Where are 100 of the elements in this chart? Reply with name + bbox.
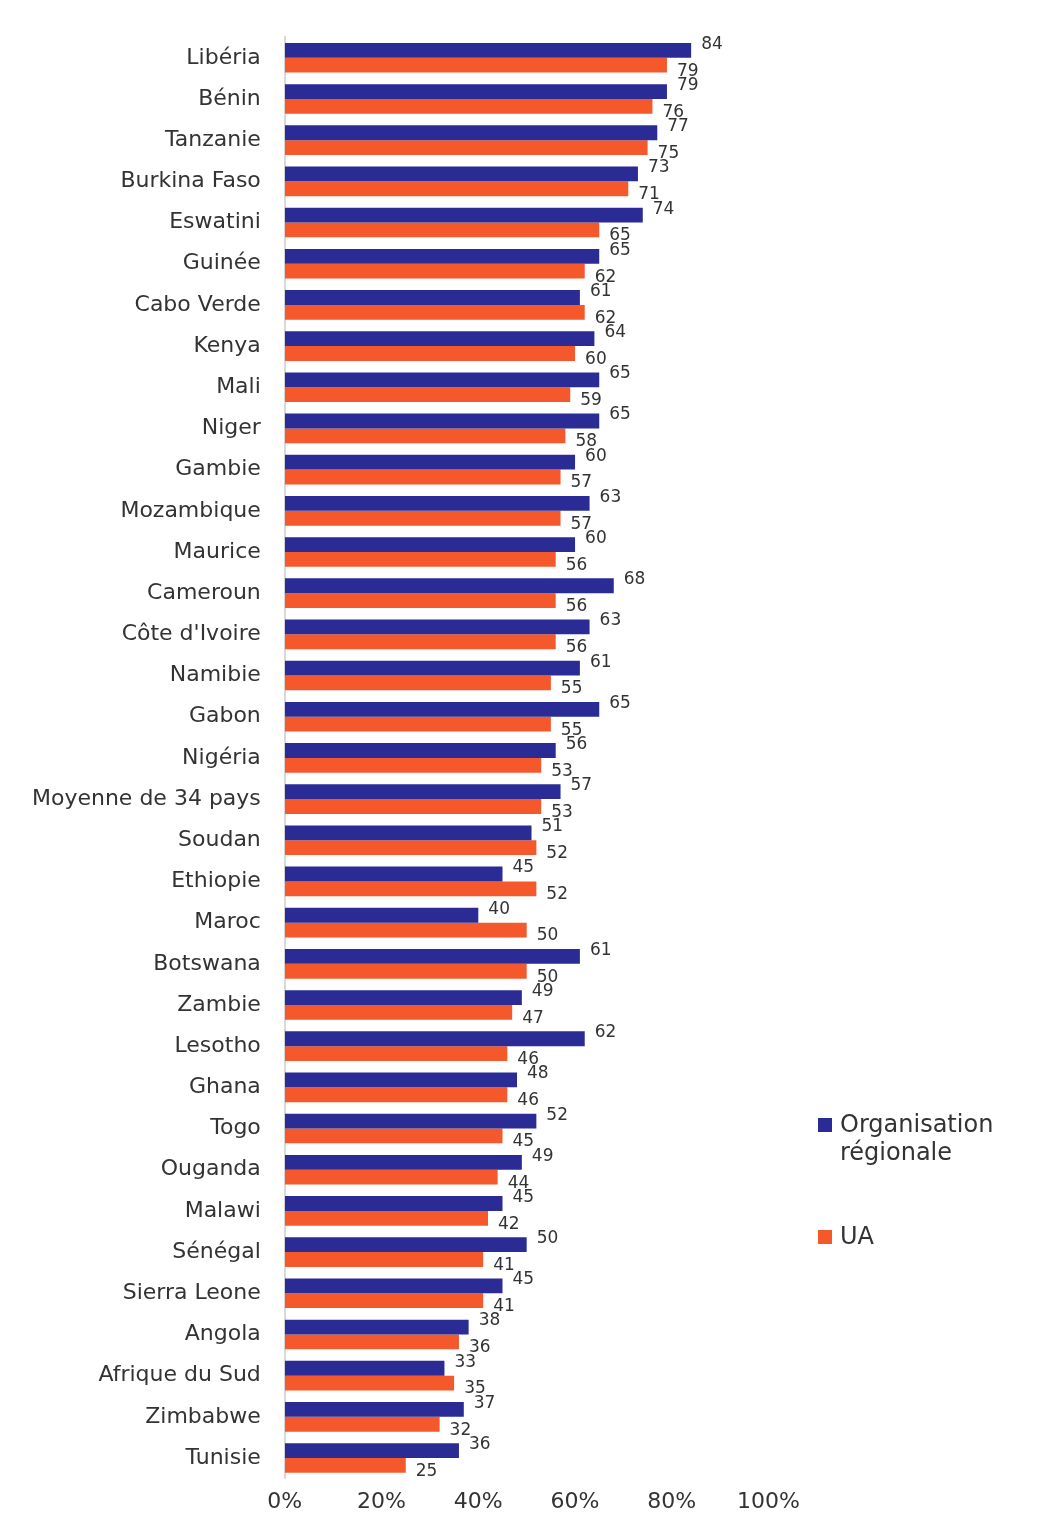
bar [284, 593, 556, 608]
bar [284, 922, 527, 938]
data-label: 56 [565, 636, 588, 657]
data-label: 40 [488, 897, 510, 918]
bar [284, 304, 585, 320]
data-label: 57 [570, 774, 593, 795]
bar [284, 263, 585, 279]
y-tick-label: Moyenne de 34 pays [31, 784, 261, 810]
data-label: 65 [609, 403, 631, 424]
y-tick-label: Nigéria [182, 743, 261, 769]
bar [284, 840, 537, 856]
data-label: 50 [536, 1227, 559, 1248]
data-label: 47 [522, 1006, 544, 1027]
data-label: 63 [599, 609, 622, 630]
y-tick-label: Burkina Faso [120, 167, 261, 193]
bar [284, 346, 576, 361]
data-label: 25 [415, 1459, 438, 1480]
x-tick-label: 100% [737, 1487, 801, 1513]
y-tick-label: Ghana [188, 1073, 261, 1099]
bar [284, 634, 556, 650]
data-label: 59 [580, 389, 602, 410]
y-tick-label: Sierra Leone [122, 1279, 261, 1304]
bar [284, 907, 479, 923]
y-tick-label: Togo [209, 1114, 261, 1140]
y-tick-label: Kenya [193, 331, 261, 357]
bar [284, 469, 561, 485]
y-tick-label: Libéria [186, 43, 261, 69]
bar [284, 84, 667, 99]
y-tick-label: Niger [201, 414, 262, 440]
bar [284, 207, 643, 223]
bar [284, 331, 595, 347]
y-tick-label: Ethiopie [171, 867, 261, 893]
bar [284, 1113, 537, 1129]
bar [284, 990, 522, 1005]
bar [284, 57, 667, 73]
y-tick-label: Tunisie [184, 1443, 261, 1469]
bar [284, 881, 537, 897]
data-label: 46 [517, 1089, 539, 1110]
bar [284, 1252, 484, 1267]
bar [284, 619, 590, 635]
data-label: 62 [594, 1021, 617, 1042]
bar [284, 660, 580, 676]
bar [284, 1046, 508, 1062]
y-tick-label: Zambie [177, 990, 261, 1016]
bar [284, 166, 638, 182]
bar [284, 963, 527, 979]
x-tick-label: 80% [647, 1487, 697, 1513]
y-tick-label: Mozambique [120, 496, 261, 522]
bar [284, 1196, 503, 1211]
bar [284, 799, 542, 814]
bar [284, 1416, 440, 1432]
bar [284, 578, 614, 594]
bar [284, 1319, 469, 1335]
bar [284, 387, 571, 403]
y-tick-label: Lesotho [174, 1031, 261, 1057]
y-tick-label: Guinée [182, 249, 261, 275]
bar [284, 495, 590, 511]
bar [284, 1210, 488, 1226]
bar [284, 1458, 406, 1473]
bar [284, 1072, 518, 1088]
data-label: 56 [565, 595, 588, 615]
bar [284, 948, 580, 964]
bar [284, 125, 658, 141]
y-tick-label: Mali [216, 372, 261, 398]
x-tick-label: 60% [550, 1487, 600, 1513]
y-tick-label: Soudan [178, 825, 261, 851]
bar [284, 551, 556, 567]
bar [284, 1375, 455, 1391]
y-tick-label: Ouganda [160, 1155, 261, 1181]
bar [284, 1031, 585, 1047]
legend-label: Organisation régionale [840, 1110, 995, 1166]
bar [284, 1293, 484, 1309]
data-label: 42 [497, 1212, 520, 1233]
bar [284, 372, 600, 388]
data-label: 65 [609, 362, 631, 383]
data-label: 84 [701, 32, 723, 53]
bar [284, 1237, 527, 1253]
data-label: 53 [551, 759, 573, 780]
data-label: 57 [570, 471, 593, 492]
bar [284, 510, 561, 526]
data-label: 61 [589, 650, 612, 671]
x-tick-label: 0% [267, 1487, 303, 1513]
y-tick-label: Zimbabwe [145, 1402, 261, 1428]
data-label: 52 [546, 1103, 568, 1124]
data-label: 41 [493, 1253, 515, 1274]
data-label: 52 [546, 842, 568, 863]
y-tick-label: Cameroun [147, 578, 261, 604]
data-label: 63 [599, 485, 622, 506]
bar [284, 1005, 513, 1020]
y-tick-label: Afrique du Sud [98, 1361, 261, 1387]
y-tick-label: Côte d'Ivoire [121, 620, 261, 646]
bar [284, 784, 561, 800]
bar [284, 716, 551, 732]
bar [284, 222, 600, 238]
bar [284, 1169, 498, 1185]
data-label: 65 [609, 691, 631, 712]
bar [284, 743, 556, 758]
data-label: 45 [512, 856, 535, 877]
y-tick-label: Tanzanie [163, 125, 261, 151]
y-tick-label: Cabo Verde [134, 290, 261, 316]
